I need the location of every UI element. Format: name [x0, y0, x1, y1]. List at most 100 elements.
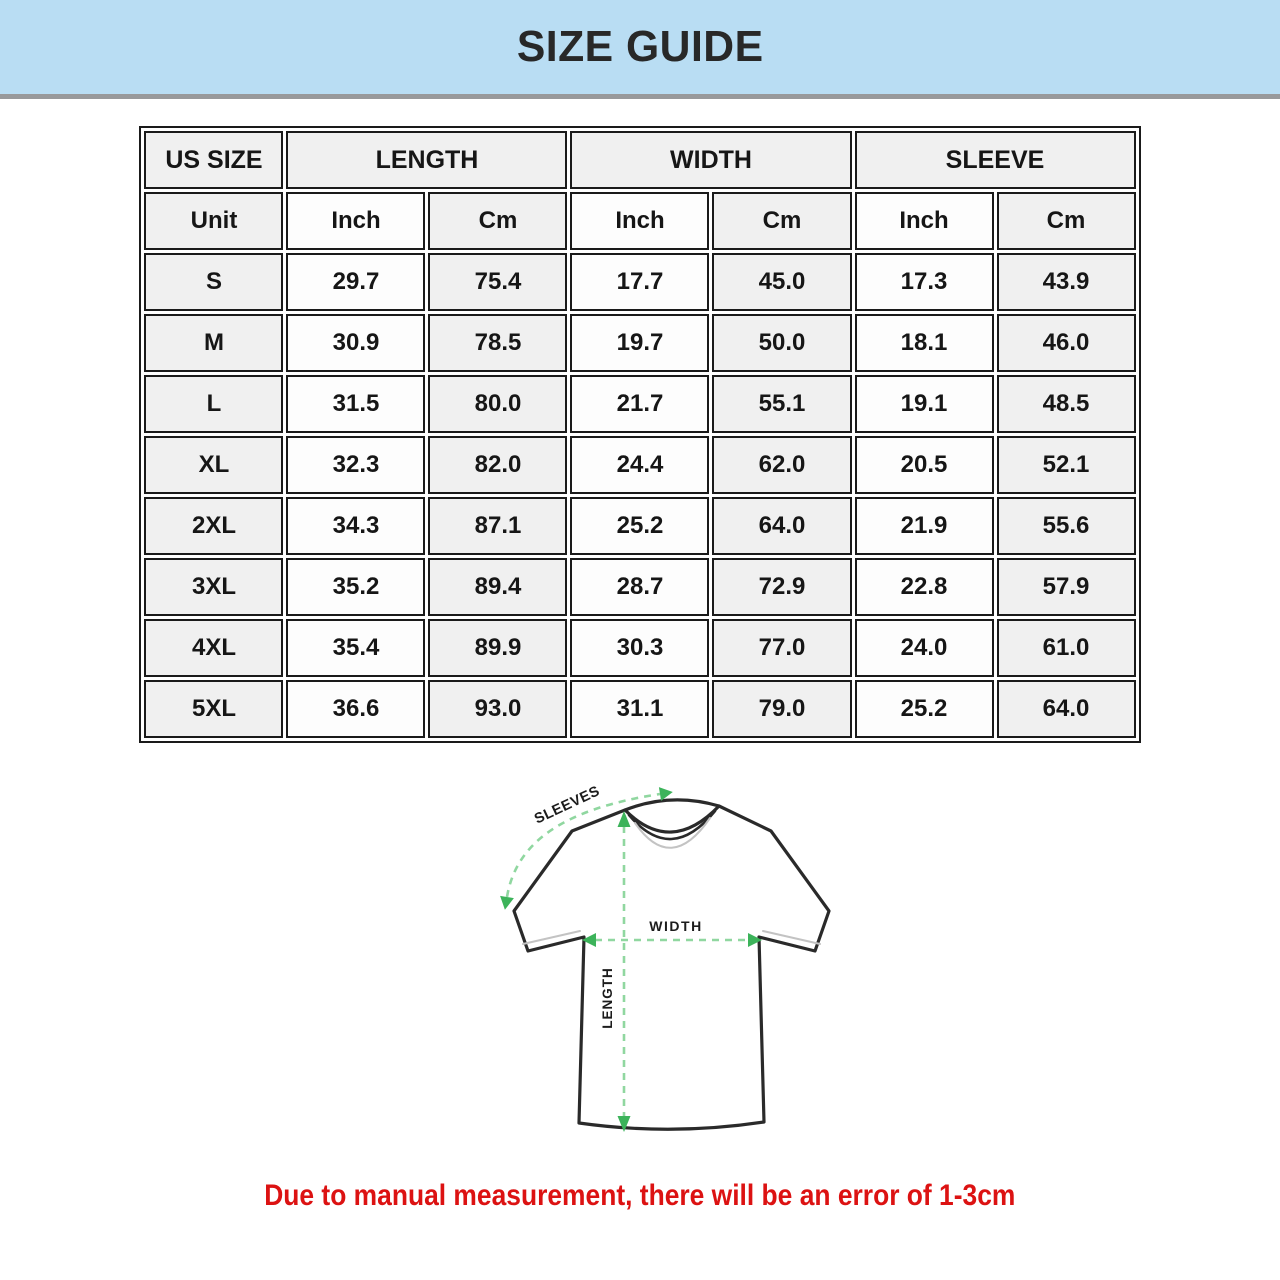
measure-cell: 20.5	[854, 436, 994, 494]
table-row: M 30.9 78.5 19.7 50.0 18.1 46.0	[144, 314, 1136, 372]
length-arrow: LENGTH	[600, 811, 631, 1132]
measure-cell: 50.0	[712, 314, 852, 372]
measure-cell: 61.0	[996, 619, 1136, 677]
tshirt-body-outline	[512, 804, 831, 1131]
table-row: 4XL 35.4 89.9 30.3 77.0 24.0 61.0	[144, 619, 1136, 677]
sleeves-arrowhead-top	[658, 787, 673, 801]
unit-cell: Cm	[712, 192, 852, 250]
unit-cell: Cm	[996, 192, 1136, 250]
table-body: S 29.7 75.4 17.7 45.0 17.3 43.9 M 30.9 78.5 19.7 50…	[144, 253, 1136, 738]
measure-cell: 32.3	[286, 436, 426, 494]
size-cell: 3XL	[144, 558, 284, 616]
size-cell: S	[144, 253, 284, 311]
measure-cell: 78.5	[428, 314, 568, 372]
measure-cell: 48.5	[996, 375, 1136, 433]
unit-cell: Inch	[286, 192, 426, 250]
measurement-note-text: Due to manual measurement, there will be…	[264, 1179, 1016, 1212]
measure-cell: 45.0	[712, 253, 852, 311]
measure-cell: 31.1	[570, 680, 710, 738]
unit-label-cell: Unit	[144, 192, 284, 250]
page-title: SIZE GUIDE	[516, 22, 764, 71]
unit-cell: Cm	[428, 192, 568, 250]
measure-cell: 79.0	[712, 680, 852, 738]
table-row: 5XL 36.6 93.0 31.1 79.0 25.2 64.0	[144, 680, 1136, 738]
right-cuff-seam	[762, 930, 821, 945]
group-header-us-size: US SIZE	[144, 131, 284, 189]
group-header-length: LENGTH	[286, 131, 568, 189]
table-row: S 29.7 75.4 17.7 45.0 17.3 43.9	[144, 253, 1136, 311]
width-arrowhead-right	[748, 933, 762, 947]
measure-cell: 24.4	[570, 436, 710, 494]
measure-cell: 43.9	[996, 253, 1136, 311]
size-cell: XL	[144, 436, 284, 494]
measure-cell: 31.5	[286, 375, 426, 433]
measure-cell: 72.9	[712, 558, 852, 616]
tshirt-measurement-diagram: SLEEVES WIDTH LENGTH	[494, 783, 854, 1153]
measure-cell: 89.4	[428, 558, 568, 616]
banner: SIZE GUIDE	[0, 0, 1280, 99]
length-arrowhead-bottom	[617, 1116, 631, 1132]
unit-row: Unit Inch Cm Inch Cm Inch Cm	[144, 192, 1136, 250]
measure-cell: 21.7	[570, 375, 710, 433]
measure-cell: 62.0	[712, 436, 852, 494]
measure-cell: 46.0	[996, 314, 1136, 372]
measure-cell: 82.0	[428, 436, 568, 494]
measure-cell: 25.2	[854, 680, 994, 738]
unit-cell: Inch	[570, 192, 710, 250]
measure-cell: 29.7	[286, 253, 426, 311]
collar-back-arc	[623, 798, 721, 812]
measure-cell: 52.1	[996, 436, 1136, 494]
table-row: 3XL 35.2 89.4 28.7 72.9 22.8 57.9	[144, 558, 1136, 616]
measure-cell: 64.0	[996, 680, 1136, 738]
group-header-sleeve: SLEEVE	[854, 131, 1136, 189]
measure-cell: 25.2	[570, 497, 710, 555]
measure-cell: 19.7	[570, 314, 710, 372]
measure-cell: 77.0	[712, 619, 852, 677]
table-row: 2XL 34.3 87.1 25.2 64.0 21.9 55.6	[144, 497, 1136, 555]
measure-cell: 18.1	[854, 314, 994, 372]
measure-cell: 21.9	[854, 497, 994, 555]
group-header-width: WIDTH	[570, 131, 852, 189]
measurement-note: Due to manual measurement, there will be…	[0, 1179, 1280, 1213]
length-label: LENGTH	[600, 967, 615, 1029]
measure-cell: 55.1	[712, 375, 852, 433]
measure-cell: 30.3	[570, 619, 710, 677]
collar-shadow-arc	[634, 817, 711, 849]
collar-rib-arc	[627, 809, 717, 841]
measure-cell: 35.4	[286, 619, 426, 677]
measure-cell: 35.2	[286, 558, 426, 616]
table-row: L 31.5 80.0 21.7 55.1 19.1 48.5	[144, 375, 1136, 433]
measure-cell: 55.6	[996, 497, 1136, 555]
measure-cell: 64.0	[712, 497, 852, 555]
width-label: WIDTH	[649, 918, 702, 934]
measure-cell: 19.1	[854, 375, 994, 433]
size-cell: L	[144, 375, 284, 433]
measure-cell: 34.3	[286, 497, 426, 555]
size-cell: 2XL	[144, 497, 284, 555]
measure-cell: 93.0	[428, 680, 568, 738]
size-cell: 4XL	[144, 619, 284, 677]
length-arrowhead-top	[617, 811, 631, 827]
size-chart-table: US SIZE LENGTH WIDTH SLEEVE Unit Inch Cm Inch Cm…	[139, 126, 1141, 743]
measure-cell: 24.0	[854, 619, 994, 677]
unit-cell: Inch	[854, 192, 994, 250]
sleeves-label: SLEEVES	[532, 783, 603, 827]
measure-cell: 22.8	[854, 558, 994, 616]
measure-cell: 36.6	[286, 680, 426, 738]
measure-cell: 87.1	[428, 497, 568, 555]
measure-cell: 80.0	[428, 375, 568, 433]
size-cell: M	[144, 314, 284, 372]
measure-cell: 28.7	[570, 558, 710, 616]
sleeves-arrowhead-bottom	[500, 895, 514, 910]
width-arrow: WIDTH	[582, 918, 762, 947]
size-cell: 5XL	[144, 680, 284, 738]
table-head: US SIZE LENGTH WIDTH SLEEVE Unit Inch Cm Inch Cm…	[144, 131, 1136, 250]
table-row: XL 32.3 82.0 24.4 62.0 20.5 52.1	[144, 436, 1136, 494]
measure-cell: 89.9	[428, 619, 568, 677]
measure-cell: 17.3	[854, 253, 994, 311]
measure-cell: 57.9	[996, 558, 1136, 616]
left-cuff-seam	[522, 930, 581, 945]
measure-cell: 30.9	[286, 314, 426, 372]
width-arrowhead-left	[582, 933, 596, 947]
measure-cell: 17.7	[570, 253, 710, 311]
